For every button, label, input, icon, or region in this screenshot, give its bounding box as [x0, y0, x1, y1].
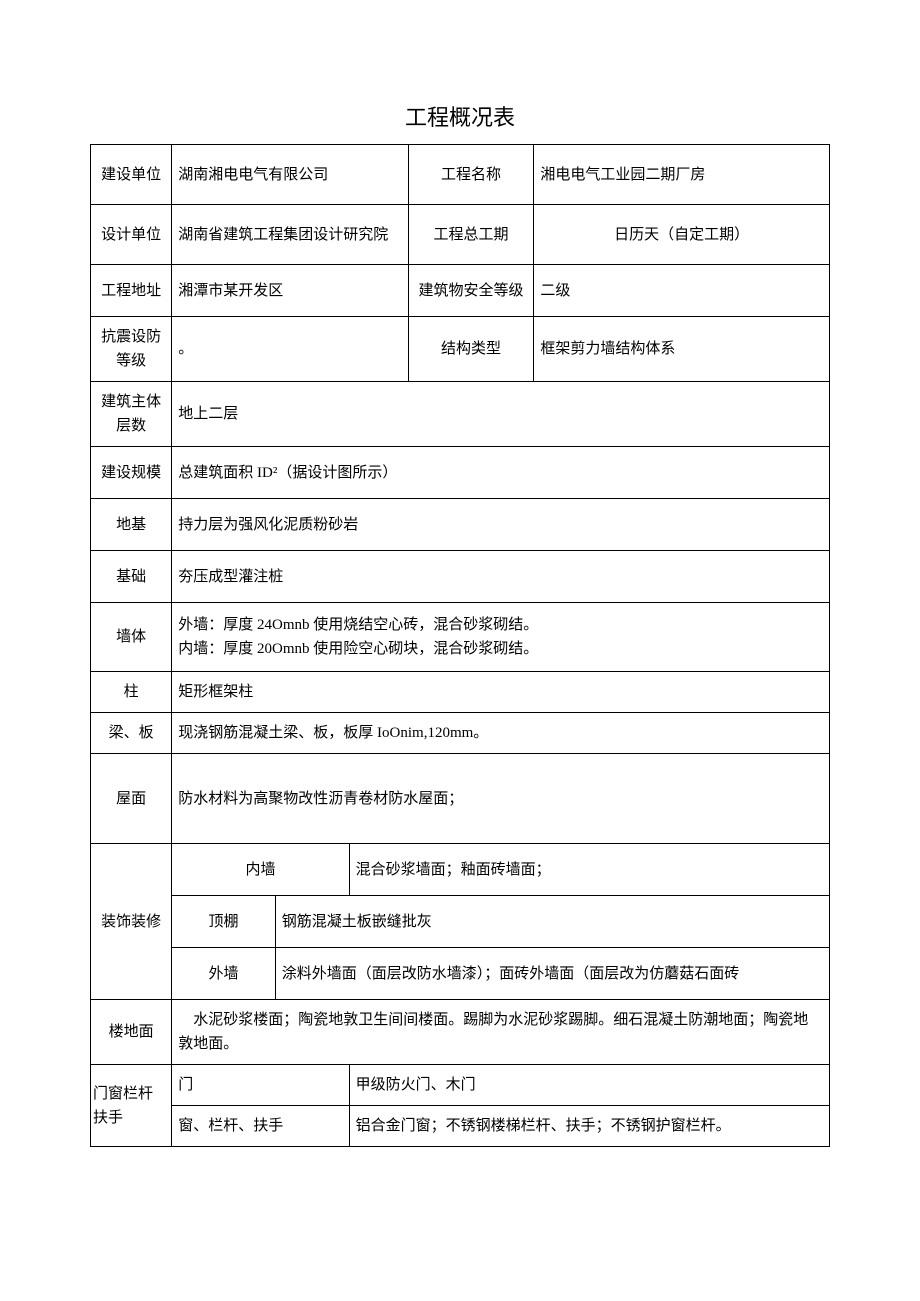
- label-scale: 建设规模: [91, 447, 172, 499]
- val-structure: 框架剪力墙结构体系: [534, 317, 830, 382]
- label-project-name: 工程名称: [408, 145, 534, 205]
- val-floors: 地上二层: [172, 382, 830, 447]
- label-foundation: 基础: [91, 551, 172, 603]
- label-door: 门: [172, 1065, 349, 1106]
- val-ground: 持力层为强风化泥质粉砂岩: [172, 499, 830, 551]
- val-door: 甲级防火门、木门: [349, 1065, 829, 1106]
- label-door-window: 门窗栏杆扶手: [91, 1065, 172, 1147]
- val-beam: 现浇钢筋混凝土梁、板，板厚 IoOnim,120mm。: [172, 713, 830, 754]
- val-designer: 湖南省建筑工程集团设计研究院: [172, 205, 408, 265]
- val-builder: 湖南湘电电气有限公司: [172, 145, 408, 205]
- page-title: 工程概况表: [90, 100, 830, 132]
- label-deco-inner: 内墙: [172, 844, 349, 896]
- label-seismic: 抗震设防等级: [91, 317, 172, 382]
- val-foundation: 夯压成型灌注桩: [172, 551, 830, 603]
- val-roof: 防水材料为高聚物改性沥青卷材防水屋面；: [172, 754, 830, 844]
- val-wall: 外墙：厚度 24Omnb 使用烧结空心砖，混合砂浆砌结。 内墙：厚度 20Omn…: [172, 603, 830, 672]
- val-project-name: 湘电电气工业园二期厂房: [534, 145, 830, 205]
- val-deco-ceiling: 钢筋混凝土板嵌缝批灰: [275, 896, 829, 948]
- label-roof: 屋面: [91, 754, 172, 844]
- val-scale: 总建筑面积 ID²（据设计图所示）: [172, 447, 830, 499]
- label-address: 工程地址: [91, 265, 172, 317]
- label-column: 柱: [91, 672, 172, 713]
- label-ground: 地基: [91, 499, 172, 551]
- val-floor-surface: 水泥砂浆楼面；陶瓷地敦卫生间间楼面。踢脚为水泥砂浆踢脚。细石混凝土防潮地面；陶瓷…: [172, 1000, 830, 1065]
- label-safety: 建筑物安全等级: [408, 265, 534, 317]
- label-wall: 墙体: [91, 603, 172, 672]
- val-deco-inner: 混合砂浆墙面；釉面砖墙面；: [349, 844, 829, 896]
- val-duration: 日历天（自定工期）: [534, 205, 830, 265]
- label-duration: 工程总工期: [408, 205, 534, 265]
- label-deco-outer: 外墙: [172, 948, 275, 1000]
- label-builder: 建设单位: [91, 145, 172, 205]
- label-floor-surface: 楼地面: [91, 1000, 172, 1065]
- val-window-rail: 铝合金门窗；不锈钢楼梯栏杆、扶手；不锈钢护窗栏杆。: [349, 1106, 829, 1147]
- label-deco-ceiling: 顶棚: [172, 896, 275, 948]
- val-address: 湘潭市某开发区: [172, 265, 408, 317]
- label-designer: 设计单位: [91, 205, 172, 265]
- label-window-rail: 窗、栏杆、扶手: [172, 1106, 349, 1147]
- label-decoration: 装饰装修: [91, 844, 172, 1000]
- val-safety: 二级: [534, 265, 830, 317]
- label-structure: 结构类型: [408, 317, 534, 382]
- overview-table: 建设单位 湖南湘电电气有限公司 工程名称 湘电电气工业园二期厂房 设计单位 湖南…: [90, 144, 830, 1147]
- label-beam: 梁、板: [91, 713, 172, 754]
- val-seismic: 。: [172, 317, 408, 382]
- val-column: 矩形框架柱: [172, 672, 830, 713]
- val-deco-outer: 涂料外墙面（面层改防水墙漆）；面砖外墙面（面层改为仿蘑菇石面砖: [275, 948, 829, 1000]
- label-floors: 建筑主体层数: [91, 382, 172, 447]
